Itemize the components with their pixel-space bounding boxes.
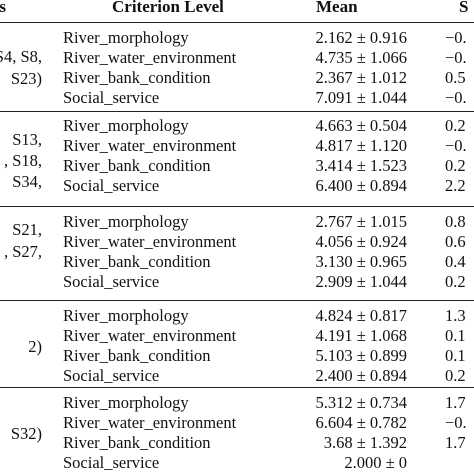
criterion-cell: River_morphology [63, 28, 189, 47]
mean-cell: 3.414 ± 1.523 [315, 156, 407, 175]
header-sites: s [0, 0, 6, 16]
mean-cell: 5.312 ± 0.734 [315, 393, 407, 412]
last-cell: 0.5 [445, 68, 466, 87]
group-sites-line: S34, [12, 172, 42, 191]
mean-cell: 6.604 ± 0.782 [315, 413, 407, 432]
criterion-cell: River_water_environment [63, 326, 237, 345]
last-cell: 2.2 [445, 176, 466, 195]
last-cell: 1.7 [445, 393, 466, 412]
last-cell: 1.7 [445, 433, 466, 452]
header-mean: Mean [316, 0, 358, 16]
group-sites-line: , S27, [3, 242, 42, 261]
mean-cell: 2.162 ± 0.916 [315, 28, 407, 47]
mean-cell: 2.767 ± 1.015 [315, 212, 407, 231]
group-divider [0, 111, 474, 112]
mean-cell: 3.68 ± 1.392 [323, 433, 407, 452]
mean-cell: 2.909 ± 1.044 [315, 272, 407, 291]
mean-cell: 4.817 ± 1.120 [315, 136, 407, 155]
group-sites-line: S4, S8, [0, 47, 42, 66]
last-cell: 1.3 [445, 306, 466, 325]
last-cell: −0. [445, 413, 467, 432]
last-cell: −0. [445, 48, 467, 67]
mean-cell: 2.000 ± 0 [344, 453, 407, 472]
mean-cell: 4.824 ± 0.817 [315, 306, 407, 325]
last-cell: −0. [445, 28, 467, 47]
group-divider [0, 300, 474, 301]
last-cell: 0.4 [445, 252, 466, 271]
group-sites-line: S21, [12, 220, 42, 239]
criterion-cell: River_bank_condition [63, 68, 211, 87]
mean-cell: 7.091 ± 1.044 [315, 88, 407, 107]
last-cell: 0.2 [445, 272, 466, 291]
group-sites-line: S13, [12, 130, 42, 149]
last-cell: 0.2 [445, 156, 466, 175]
criterion-cell: River_water_environment [63, 413, 237, 432]
table-header: s Criterion Level Mean S [0, 0, 474, 22]
last-cell: 0.8 [445, 212, 466, 231]
header-criterion-level: Criterion Level [112, 0, 224, 16]
criterion-cell: River_morphology [63, 306, 189, 325]
mean-cell: 4.056 ± 0.924 [315, 232, 407, 251]
last-cell: 0.1 [445, 326, 466, 345]
mean-cell: 6.400 ± 0.894 [315, 176, 407, 195]
group-sites-line: 2) [28, 337, 42, 356]
group-divider [0, 206, 474, 207]
mean-cell: 2.400 ± 0.894 [315, 366, 407, 385]
last-cell: −0. [445, 88, 467, 107]
group-sites-line: , S18, [3, 151, 42, 170]
last-cell: 0.2 [445, 366, 466, 385]
criterion-cell: River_morphology [63, 116, 189, 135]
last-cell: 0.2 [445, 116, 466, 135]
criterion-cell: River_water_environment [63, 232, 237, 251]
mean-cell: 4.191 ± 1.068 [315, 326, 407, 345]
group-divider [0, 387, 474, 388]
criterion-cell: River_bank_condition [63, 252, 211, 271]
group-sites-line: S23) [10, 69, 42, 88]
criterion-cell: River_morphology [63, 393, 189, 412]
criterion-cell: Social_service [63, 272, 160, 291]
criterion-cell: River_morphology [63, 212, 189, 231]
last-cell: 0.1 [445, 346, 466, 365]
mean-cell: 4.663 ± 0.504 [315, 116, 407, 135]
last-cell: −0. [445, 136, 467, 155]
criterion-cell: River_bank_condition [63, 346, 211, 365]
mean-cell: 5.103 ± 0.899 [315, 346, 407, 365]
criterion-cell: River_bank_condition [63, 433, 211, 452]
last-cell: 0.6 [445, 232, 466, 251]
criterion-cell: Social_service [63, 366, 160, 385]
criterion-cell: Social_service [63, 88, 160, 107]
criterion-cell: River_water_environment [63, 48, 237, 67]
mean-cell: 2.367 ± 1.012 [315, 68, 407, 87]
criterion-cell: Social_service [63, 453, 160, 472]
group-sites-line: S32) [10, 424, 42, 443]
mean-cell: 4.735 ± 1.066 [315, 48, 407, 67]
criterion-cell: River_bank_condition [63, 156, 211, 175]
criterion-cell: River_water_environment [63, 136, 237, 155]
header-last-column: S [459, 0, 469, 16]
criterion-cell: Social_service [63, 176, 160, 195]
header-rule [0, 22, 474, 23]
mean-cell: 3.130 ± 0.965 [315, 252, 407, 271]
